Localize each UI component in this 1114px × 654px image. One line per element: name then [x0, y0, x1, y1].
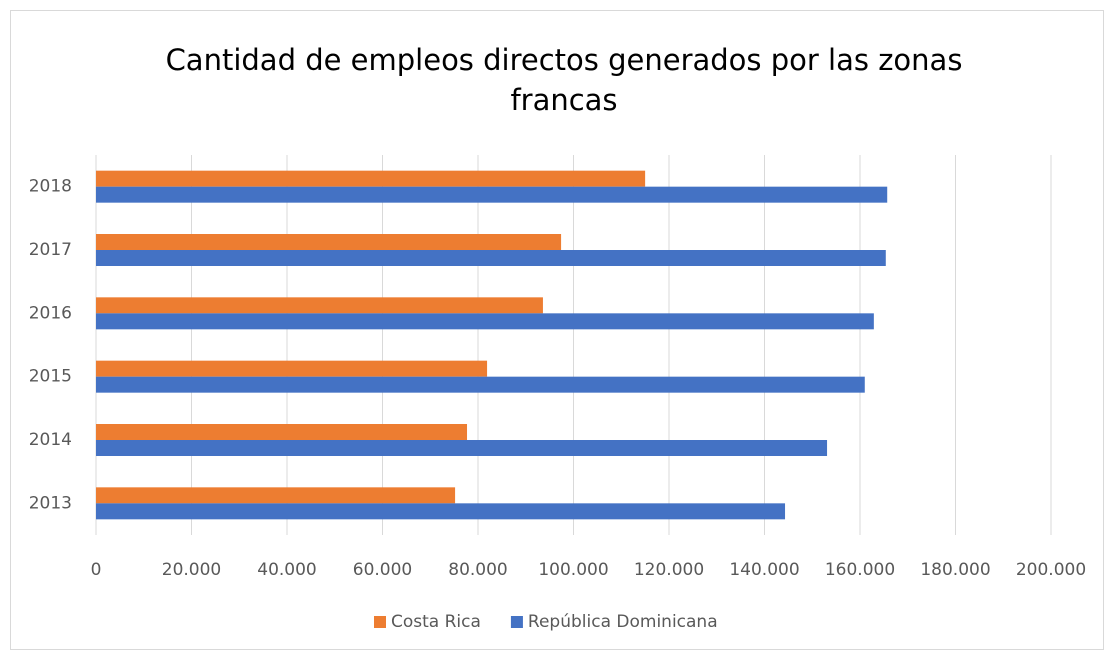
- bar: [96, 297, 543, 314]
- x-tick-label: 180.000: [920, 560, 990, 580]
- bar: [96, 360, 488, 377]
- x-tick-label: 40.000: [257, 560, 316, 580]
- legend-swatch: [374, 616, 386, 628]
- x-tick-label: 160.000: [825, 560, 895, 580]
- legend-label: Costa Rica: [391, 612, 481, 632]
- bar: [96, 186, 888, 203]
- bar: [96, 376, 865, 393]
- y-tick-label: 2014: [29, 430, 72, 450]
- bar: [96, 424, 468, 440]
- y-tick-label: 2018: [29, 177, 72, 197]
- x-tick-label: 120.000: [634, 560, 704, 580]
- bar: [96, 234, 562, 250]
- bar: [96, 313, 874, 330]
- x-tick-label: 60.000: [353, 560, 412, 580]
- x-tick-label: 200.000: [1016, 560, 1086, 580]
- chart-title: Cantidad de empleos directos generados p…: [166, 43, 963, 77]
- x-tick-label: 100.000: [538, 560, 608, 580]
- bar: [96, 503, 786, 520]
- y-tick-label: 2016: [29, 303, 72, 323]
- y-tick-label: 2017: [29, 240, 72, 260]
- chart-border: [10, 10, 1104, 650]
- x-tick-label: 0: [91, 560, 102, 580]
- y-tick-label: 2015: [29, 367, 72, 387]
- bar: [96, 170, 646, 187]
- x-tick-label: 80.000: [448, 560, 507, 580]
- y-tick-label: 2013: [29, 493, 72, 513]
- chart-title: francas: [510, 83, 617, 117]
- bar: [96, 250, 886, 266]
- legend-label: República Dominicana: [528, 612, 718, 632]
- bar: [96, 440, 828, 456]
- x-tick-label: 140.000: [729, 560, 799, 580]
- legend-swatch: [510, 616, 523, 628]
- x-tick-label: 20.000: [162, 560, 221, 580]
- bar: [96, 487, 456, 504]
